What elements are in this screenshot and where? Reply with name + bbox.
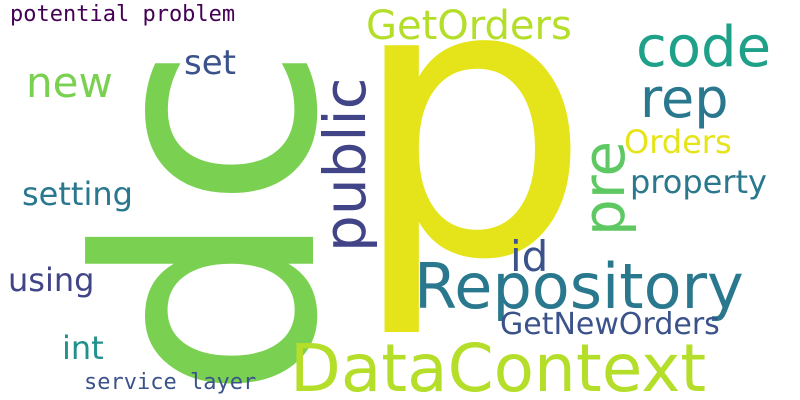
word-set: set [184, 43, 236, 83]
word-public: public [311, 77, 379, 252]
word-property: property [630, 163, 767, 201]
word-id: id [510, 232, 549, 281]
word-setting: setting [22, 175, 133, 213]
word-repository: Repository [414, 250, 744, 323]
word-new: new [26, 58, 113, 107]
word-service-layer: service layer [84, 370, 257, 395]
word-int: int [62, 329, 104, 367]
word-p: p [350, 0, 592, 343]
word-data-context: DataContext [290, 330, 707, 400]
word-code: code [636, 15, 772, 80]
word-using: using [8, 261, 95, 299]
word-orders: Orders [624, 123, 732, 161]
word-rep: rep [640, 67, 729, 130]
word-potential-problem: potential problem [10, 2, 236, 27]
word-get-orders: GetOrders [366, 3, 572, 49]
word-get-new-orders: GetNewOrders [500, 307, 720, 342]
